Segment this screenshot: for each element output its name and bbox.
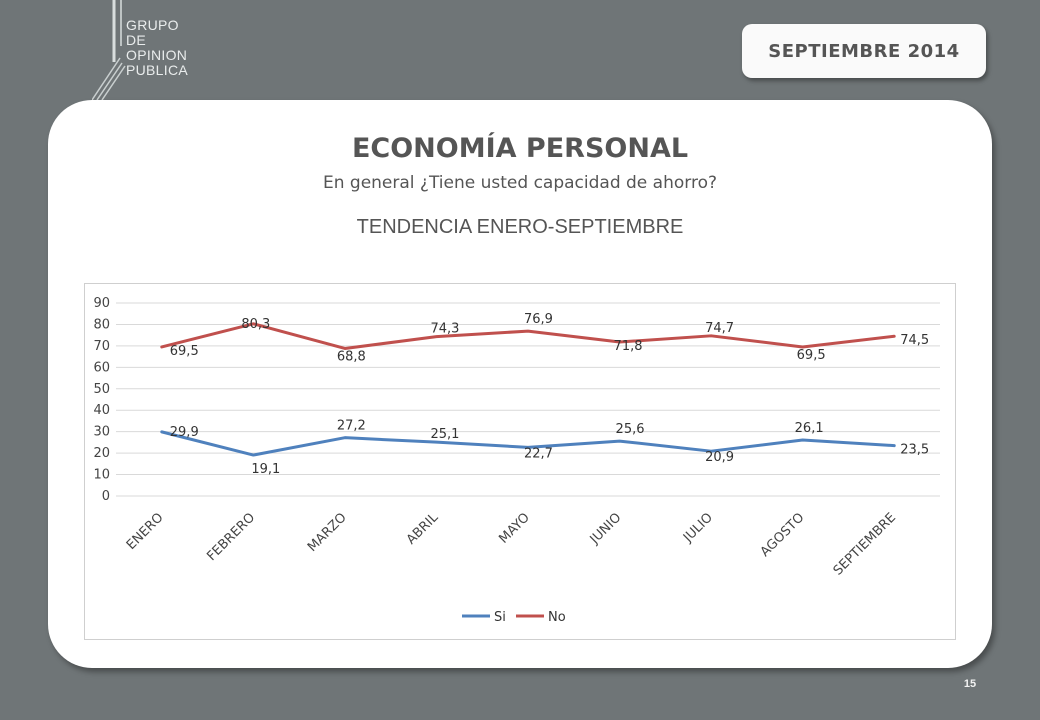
- y-tick-label: 30: [93, 425, 110, 440]
- x-tick-label: ABRIL: [404, 510, 442, 548]
- data-label: 74,5: [900, 333, 929, 348]
- page-number: 15: [963, 678, 977, 690]
- data-label: 80,3: [241, 317, 270, 332]
- data-label: 23,5: [900, 443, 929, 458]
- data-label: 29,9: [170, 425, 199, 440]
- x-tick-label: MAYO: [496, 510, 532, 546]
- x-tick-label: SEPTIEMBRE: [831, 510, 899, 578]
- question-subtitle: En general ¿Tiene usted capacidad de aho…: [322, 173, 717, 193]
- x-tick-label: MARZO: [305, 510, 350, 555]
- data-label: 69,5: [170, 344, 199, 359]
- logo-line: OPINION: [126, 47, 188, 63]
- y-tick-label: 90: [93, 296, 110, 311]
- series-line-no: [160, 322, 896, 350]
- legend-entry: No: [548, 610, 566, 625]
- logo-line: PUBLICA: [126, 62, 189, 78]
- x-tick-label: FEBRERO: [204, 510, 258, 564]
- series-line-si: [160, 430, 896, 457]
- logo-line: DE: [126, 32, 147, 48]
- data-label: 25,6: [616, 422, 645, 437]
- x-tick-label: AGOSTO: [758, 510, 808, 560]
- y-tick-label: 70: [93, 339, 110, 354]
- data-label: 22,7: [524, 446, 553, 461]
- page-title: ECONOMÍA PERSONAL: [351, 133, 689, 164]
- data-label: 25,1: [430, 427, 459, 442]
- x-tick-label: JULIO: [680, 510, 716, 546]
- data-label: 74,3: [430, 322, 459, 337]
- y-tick-label: 60: [93, 360, 110, 375]
- y-tick-label: 40: [93, 403, 110, 418]
- y-tick-label: 20: [93, 446, 110, 461]
- date-badge: SEPTIEMBRE 2014: [742, 24, 986, 78]
- y-tick-label: 80: [93, 317, 110, 332]
- data-label: 74,7: [705, 321, 734, 336]
- data-label: 76,9: [524, 312, 553, 327]
- data-label: 27,2: [337, 419, 366, 434]
- y-tick-label: 0: [102, 489, 110, 504]
- data-label: 20,9: [705, 450, 734, 465]
- line-chart: 0 10 20 30 40 50 60 70 80 90 ENERO FEBRERO MARZO ABRI…: [93, 296, 940, 625]
- y-tick-label: 50: [93, 382, 110, 397]
- data-label: 26,1: [795, 421, 824, 436]
- logo-stripes-icon: [92, 0, 126, 100]
- x-tick-label: JUNIO: [587, 510, 625, 548]
- data-label: 71,8: [614, 339, 643, 354]
- y-tick-label: 10: [93, 468, 110, 483]
- chart-frame: [84, 283, 956, 640]
- logo-line: GRUPO: [126, 17, 179, 33]
- data-label: 69,5: [797, 348, 826, 363]
- data-label: 68,8: [337, 349, 366, 364]
- logo-text: GRUPO DE OPINION PUBLICA: [126, 18, 188, 78]
- legend-entry: Si: [494, 610, 506, 625]
- trend-label: TENDENCIA ENERO-SEPTIEMBRE: [356, 216, 684, 238]
- x-tick-label: ENERO: [124, 510, 167, 553]
- data-label: 19,1: [251, 462, 280, 477]
